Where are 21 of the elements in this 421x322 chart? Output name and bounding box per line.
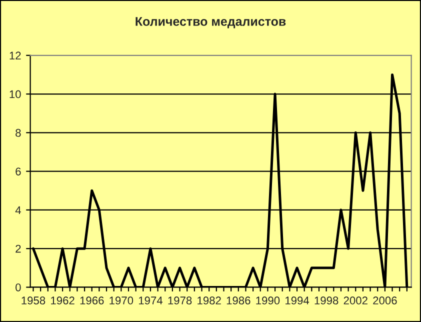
y-tick-label: 0 [16, 283, 21, 292]
x-tick-label: 1982 [198, 296, 221, 304]
x-tick-label: 2006 [373, 296, 397, 304]
x-tick-label: 1958 [22, 296, 46, 304]
y-tick-label: 8 [16, 128, 21, 137]
y-tick-label: 4 [15, 206, 21, 214]
y-tick-label: 12 [10, 52, 21, 60]
x-tick-label: 1970 [110, 296, 134, 304]
y-tick-label: 10 [10, 90, 21, 98]
chart-title: Количество медалистов [136, 17, 286, 28]
x-tick-label: 1966 [80, 296, 104, 304]
x-tick-label: 1986 [226, 296, 250, 304]
x-tick-label: 1962 [51, 296, 74, 304]
y-tick-label: 2 [16, 244, 21, 253]
x-tick-label: 1974 [138, 296, 163, 304]
x-tick-label: 1990 [256, 296, 280, 304]
x-tick-label: 1998 [314, 296, 338, 304]
x-tick-label: 1978 [168, 296, 192, 304]
x-tick-label: 1994 [286, 296, 310, 304]
x-tick-label: 2002 [344, 296, 368, 304]
y-tick-label: 6 [16, 168, 21, 176]
